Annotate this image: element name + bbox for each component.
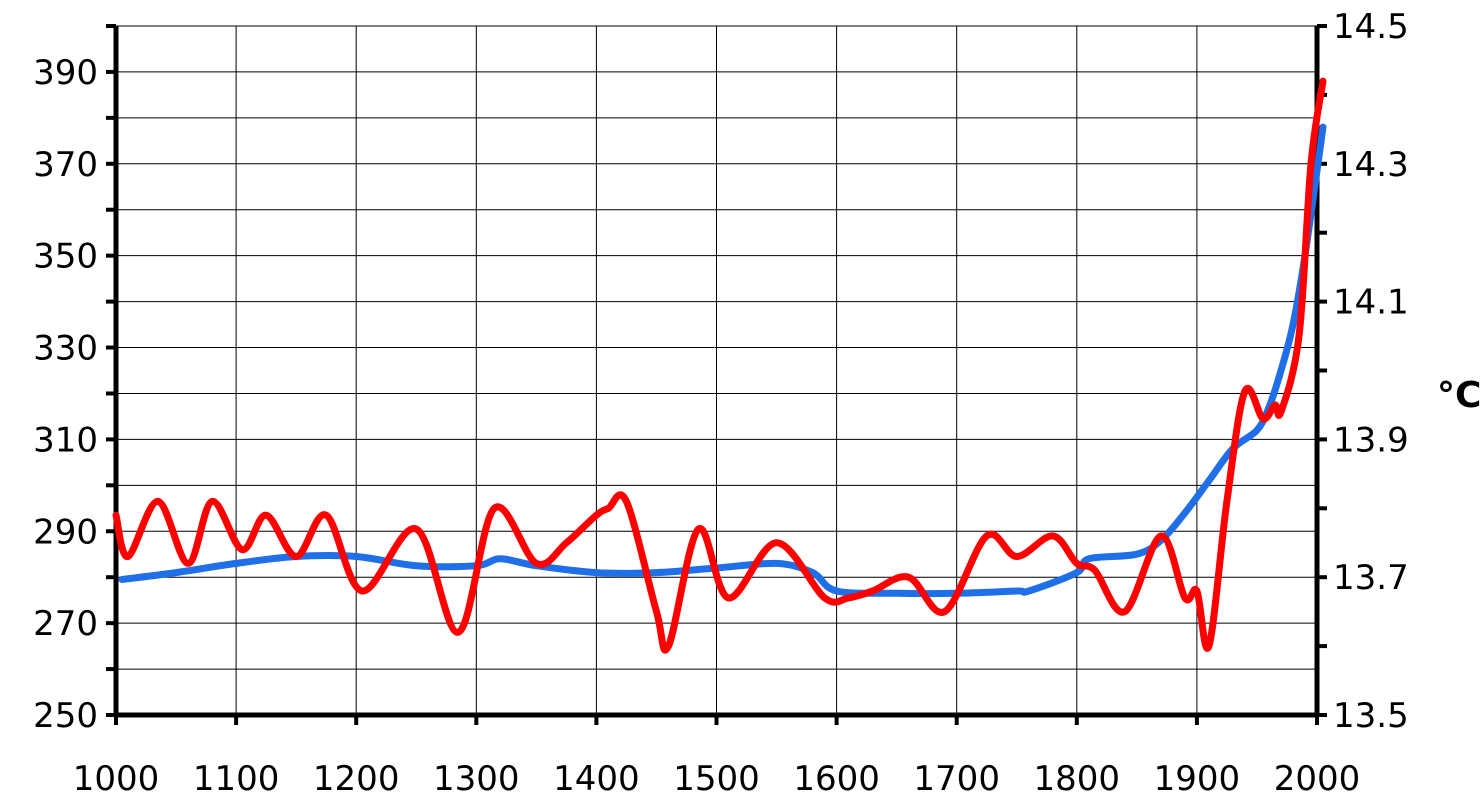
y-tick-label: 350 bbox=[33, 237, 98, 277]
x-tick-label: 1600 bbox=[793, 759, 880, 799]
y2-tick-label: 13.9 bbox=[1333, 420, 1409, 460]
series-lines bbox=[112, 77, 1327, 654]
y-tick-label: 310 bbox=[33, 420, 98, 460]
x-tick-label: 1500 bbox=[673, 759, 760, 799]
tick-labels: 250 270 290 310 330 350 370 390 13.5 13.7 13.9 14.1… bbox=[33, 7, 1409, 799]
y2-tick-label: 13.5 bbox=[1333, 696, 1409, 736]
x-tick-label: 1700 bbox=[913, 759, 1000, 799]
x-tick-label: 1200 bbox=[313, 759, 400, 799]
y-tick-label: 330 bbox=[33, 329, 98, 369]
grid bbox=[116, 25, 1317, 715]
x-tick-label: 1400 bbox=[553, 759, 640, 799]
series-line-left-axis bbox=[118, 123, 1327, 598]
y2-axis-unit-label: °C bbox=[1437, 375, 1481, 416]
x-tick-label: 1100 bbox=[193, 759, 280, 799]
y2-tick-label: 13.7 bbox=[1333, 558, 1409, 598]
y2-tick-label: 14.5 bbox=[1333, 7, 1409, 47]
y-tick-label: 370 bbox=[33, 145, 98, 185]
series-line-right-axis bbox=[112, 77, 1327, 654]
y-tick-label: 270 bbox=[33, 604, 98, 644]
y-tick-label: 390 bbox=[33, 53, 98, 93]
x-tick-label: 2000 bbox=[1274, 759, 1361, 799]
ticks bbox=[106, 24, 1327, 725]
x-tick-label: 1300 bbox=[433, 759, 520, 799]
y-tick-label: 250 bbox=[33, 696, 98, 736]
x-tick-label: 1000 bbox=[73, 759, 160, 799]
x-tick-label: 1800 bbox=[1034, 759, 1121, 799]
y2-tick-label: 14.3 bbox=[1333, 145, 1409, 185]
x-tick-label: 1900 bbox=[1154, 759, 1241, 799]
y2-tick-label: 14.1 bbox=[1333, 283, 1409, 323]
y-tick-label: 290 bbox=[33, 512, 98, 552]
